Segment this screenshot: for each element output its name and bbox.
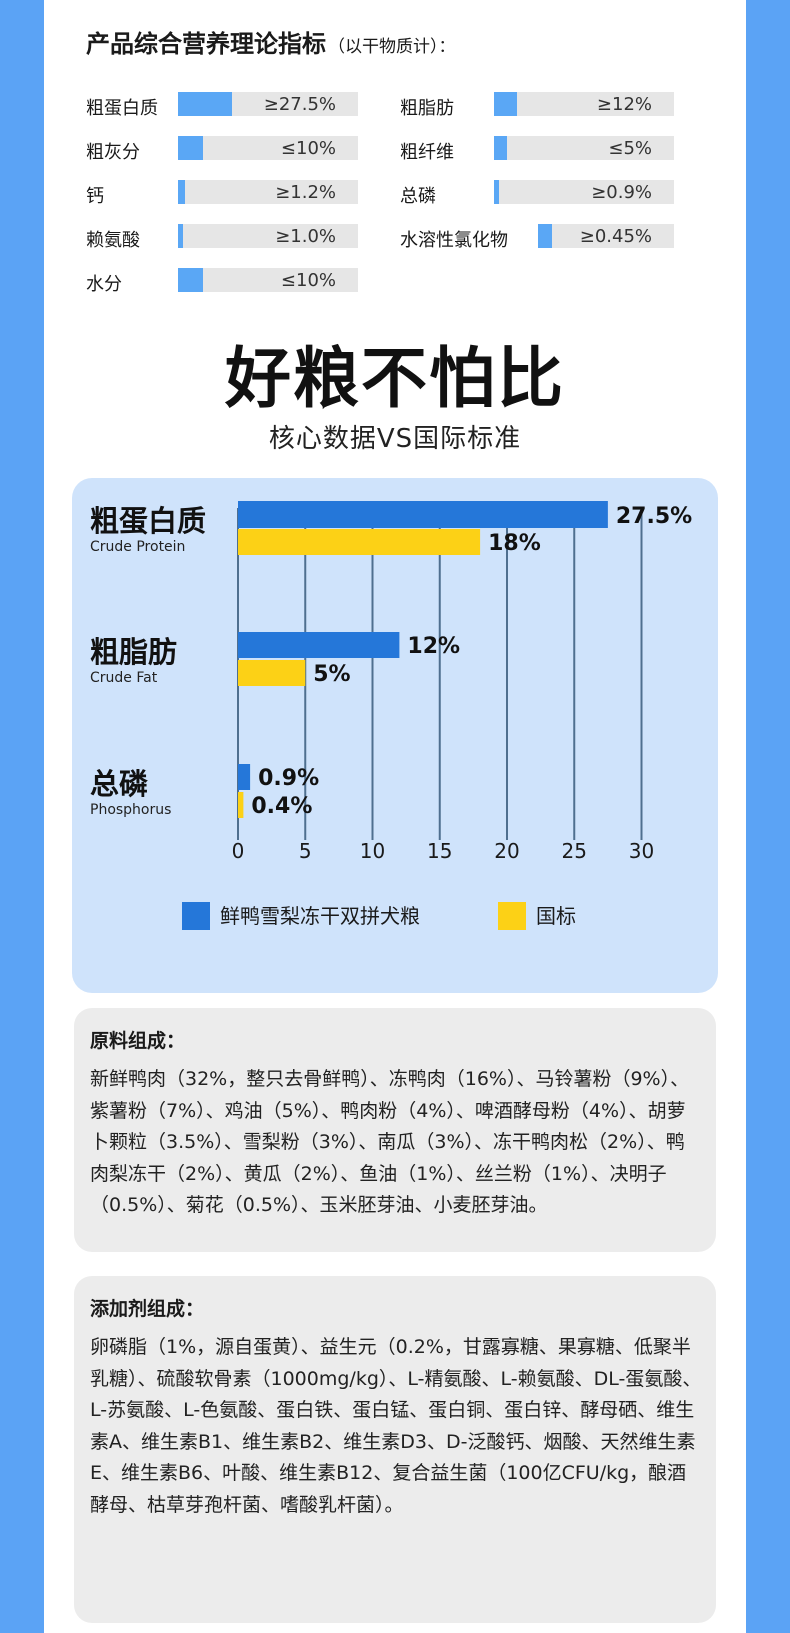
- indicator-label: 粗脂肪: [400, 98, 454, 119]
- indicator-bar-fill: [178, 136, 203, 160]
- ingredients-title: 原料组成：: [90, 1030, 186, 1052]
- headline: 好粮不怕比: [225, 340, 565, 417]
- indicator-bar-track: ≥27.5%: [178, 92, 358, 116]
- legend-label: 鲜鸭雪梨冻干双拼犬粮: [220, 904, 420, 928]
- legend-swatch: [182, 902, 210, 930]
- nutrition-indicators-subtitle: （以干物质计）：: [328, 37, 456, 57]
- bar-value-label: 18%: [488, 531, 541, 556]
- indicator-label: 水分: [86, 274, 122, 295]
- indicator-value: ≤10%: [280, 138, 336, 159]
- indicator-8: 水溶性氯化物 ≥0.45%: [400, 224, 674, 251]
- indicator-value: ≥12%: [596, 94, 652, 115]
- indicator-value: ≥1.2%: [275, 182, 336, 203]
- bar-value-label: 0.9%: [258, 766, 319, 791]
- bar-standard: [238, 529, 481, 555]
- category-en-label: Crude Protein: [90, 539, 185, 555]
- product-page: 产品综合营养理论指标 （以干物质计）： 粗蛋白质 ≥27.5% 粗脂肪 ≥12% 粗灰分 ≤…: [44, 0, 746, 1633]
- bar-value-label: 5%: [313, 662, 350, 687]
- indicator-value: ≤10%: [280, 270, 336, 291]
- comparison-chart-card: 0 5 10 15 20 25 30 粗蛋白质 Crude Protein 27.5% 18% 粗脂肪…: [72, 478, 718, 993]
- x-tick-label: 0: [232, 839, 245, 863]
- bar-standard: [238, 792, 244, 818]
- indicator-value: ≥27.5%: [263, 94, 336, 115]
- indicator-bar-fill: [178, 268, 203, 292]
- indicator-label: 钙: [86, 186, 104, 207]
- indicator-bar-fill: [494, 92, 517, 116]
- x-tick-label: 10: [360, 839, 385, 863]
- additives-text: 卵磷脂（1%，源自蛋黄）、益生元（0.2%，甘露寡糖、果寡糖、低聚半乳糖）、硫酸…: [90, 1336, 702, 1516]
- indicator-label: 粗蛋白质: [86, 98, 158, 119]
- bar-product: [238, 501, 608, 528]
- bar-product: [238, 764, 251, 790]
- indicator-bar-track: ≥0.45%: [538, 224, 674, 248]
- indicator-bar-track: ≥12%: [494, 92, 674, 116]
- nutrition-indicators-heading: 产品综合营养理论指标: [86, 30, 326, 58]
- bar-value-label: 0.4%: [251, 794, 312, 819]
- indicator-label: 总磷: [400, 186, 436, 207]
- indicator-bar-fill: [538, 224, 552, 248]
- x-tick-label: 15: [427, 839, 452, 863]
- ingredients-text: 新鲜鸭肉（32%，整只去骨鲜鸭）、冻鸭肉（16%）、马铃薯粉（9%）、紫薯粉（7…: [90, 1068, 690, 1216]
- category-label: 粗脂肪: [90, 635, 177, 669]
- ingredients-box: 原料组成： 新鲜鸭肉（32%，整只去骨鲜鸭）、冻鸭肉（16%）、马铃薯粉（9%）…: [74, 1008, 716, 1252]
- bar-value-label: 27.5%: [616, 504, 692, 529]
- indicator-5: 钙 ≥1.2%: [86, 180, 358, 207]
- indicator-value: ≥1.0%: [275, 226, 336, 247]
- bar-value-label: 12%: [407, 634, 460, 659]
- indicator-bar-track: ≥1.0%: [178, 224, 358, 248]
- indicator-bar-fill: [494, 136, 507, 160]
- additives-box: 添加剂组成： 卵磷脂（1%，源自蛋黄）、益生元（0.2%，甘露寡糖、果寡糖、低聚…: [74, 1276, 716, 1623]
- x-tick-label: 5: [299, 839, 312, 863]
- indicator-3: 粗灰分 ≤10%: [86, 136, 358, 163]
- indicator-value: ≥0.45%: [579, 226, 652, 247]
- indicator-4: 粗纤维 ≤5%: [400, 136, 674, 163]
- indicator-label: 水溶性氯化物: [400, 230, 508, 251]
- indicator-value: ≤5%: [608, 138, 652, 159]
- indicator-bar-track: ≤5%: [494, 136, 674, 160]
- indicator-1: 粗蛋白质 ≥27.5%: [86, 92, 358, 119]
- category-en-label: Crude Fat: [90, 670, 158, 686]
- category-label: 总磷: [90, 767, 148, 801]
- indicator-bar-fill: [178, 224, 183, 248]
- indicator-bar-track: ≥1.2%: [178, 180, 358, 204]
- bar-standard: [238, 660, 306, 686]
- indicator-2: 粗脂肪 ≥12%: [400, 92, 674, 119]
- indicator-bar-track: ≤10%: [178, 136, 358, 160]
- indicator-bar-fill: [178, 92, 232, 116]
- category-en-label: Phosphorus: [90, 802, 171, 818]
- nutrition-indicators-title: 产品综合营养理论指标 （以干物质计）：: [86, 24, 456, 59]
- indicator-label: 粗纤维: [400, 142, 454, 163]
- subheadline: 核心数据VS国际标准: [268, 424, 522, 454]
- indicator-label: 赖氨酸: [86, 230, 140, 251]
- bar-product: [238, 632, 400, 658]
- x-tick-label: 25: [562, 839, 587, 863]
- indicator-bar-fill: [494, 180, 499, 204]
- indicator-bar-track: ≤10%: [178, 268, 358, 292]
- indicator-label: 粗灰分: [86, 142, 140, 163]
- indicator-bar-fill: [178, 180, 185, 204]
- indicator-bar-track: ≥0.9%: [494, 180, 674, 204]
- x-tick-label: 20: [494, 839, 519, 863]
- indicator-9: 水分 ≤10%: [86, 268, 358, 295]
- x-tick-label: 30: [629, 839, 654, 863]
- indicator-value: ≥0.9%: [591, 182, 652, 203]
- additives-title: 添加剂组成：: [90, 1298, 205, 1320]
- legend-label: 国标: [536, 904, 576, 928]
- category-label: 粗蛋白质: [90, 504, 206, 538]
- indicator-6: 总磷 ≥0.9%: [400, 180, 674, 207]
- indicator-7: 赖氨酸 ≥1.0%: [86, 224, 358, 251]
- legend-swatch: [498, 902, 526, 930]
